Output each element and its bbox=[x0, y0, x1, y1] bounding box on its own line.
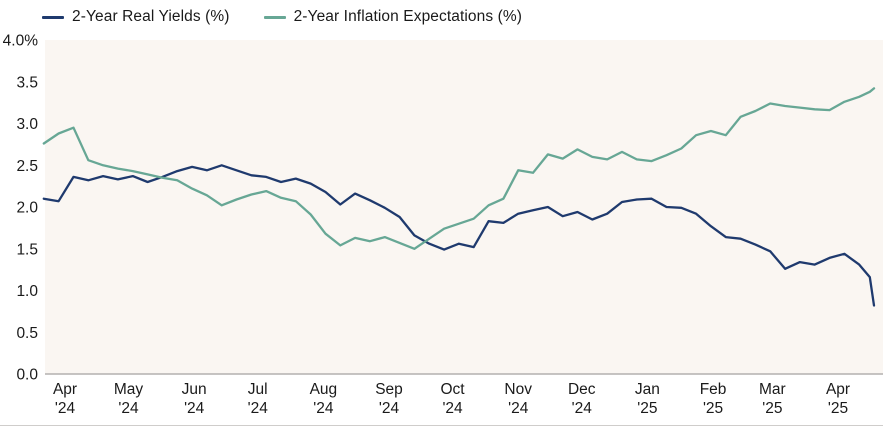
y-tick-label: 2.5 bbox=[16, 158, 38, 175]
x-tick-label: '24 bbox=[442, 400, 463, 417]
x-tick-label: '24 bbox=[184, 400, 205, 417]
y-tick-label: 1.5 bbox=[16, 241, 38, 258]
x-tick-label: Aug bbox=[310, 381, 338, 398]
x-tick-label: Oct bbox=[440, 381, 465, 398]
x-tick-label: '24 bbox=[508, 400, 529, 417]
x-tick-label: '24 bbox=[313, 400, 334, 417]
x-tick-label: '24 bbox=[55, 400, 76, 417]
series-line-real-yields bbox=[42, 164, 876, 307]
x-tick-label: Jul bbox=[248, 381, 268, 398]
legend-label-real-yields: 2-Year Real Yields (%) bbox=[72, 8, 230, 25]
y-tick-label: 0.0 bbox=[16, 367, 38, 384]
legend-label-inflation-expectations: 2-Year Inflation Expectations (%) bbox=[293, 8, 523, 25]
x-tick-label: '24 bbox=[248, 400, 269, 417]
x-tick-label: Mar bbox=[759, 381, 786, 398]
x-tick-label: Dec bbox=[568, 381, 596, 398]
x-tick-label: '25 bbox=[703, 400, 723, 417]
x-tick-label: Feb bbox=[700, 381, 727, 398]
y-tick-label: 0.5 bbox=[16, 325, 38, 342]
x-tick-label: May bbox=[114, 381, 144, 398]
x-tick-label: Jan bbox=[635, 381, 660, 398]
x-tick-label: Sep bbox=[375, 381, 403, 398]
plot-background bbox=[45, 40, 883, 374]
series-line-inflation-expectations bbox=[42, 87, 876, 250]
y-tick-label: 2.0 bbox=[16, 200, 38, 217]
x-tick-label: '25 bbox=[762, 400, 782, 417]
x-tick-label: '25 bbox=[637, 400, 657, 417]
x-tick-label: '24 bbox=[379, 400, 400, 417]
legend-line-swatch-teal bbox=[263, 15, 286, 19]
x-axis: Apr '24 May '24 Jun '24 Jul '24 Aug '24 Sep '24 Oct '… bbox=[53, 381, 850, 417]
x-tick-label: '25 bbox=[828, 400, 848, 417]
y-tick-label: 1.0 bbox=[16, 283, 38, 300]
y-tick-label: 3.5 bbox=[16, 74, 38, 91]
data-series-lines bbox=[42, 87, 876, 307]
chart-legend: 2-Year Real Yields (%) 2-Year Inflation … bbox=[42, 8, 522, 26]
y-tick-label: 3.0 bbox=[16, 116, 38, 133]
y-axis: 4.0% 3.5 3.0 2.5 2.0 1.5 1.0 0.5 0.0 bbox=[3, 33, 39, 384]
legend-item-real-yields: 2-Year Real Yields (%) bbox=[42, 8, 230, 26]
x-tick-label: Nov bbox=[504, 381, 532, 398]
x-tick-label: Apr bbox=[53, 381, 77, 398]
legend-line-swatch-navy bbox=[42, 15, 64, 19]
legend-item-inflation-expectations: 2-Year Inflation Expectations (%) bbox=[263, 8, 523, 26]
x-tick-label: '24 bbox=[572, 400, 593, 417]
x-tick-label: Apr bbox=[826, 381, 850, 398]
y-tick-label: 4.0% bbox=[3, 33, 39, 50]
x-tick-label: Jun bbox=[182, 381, 207, 398]
x-tick-label: '24 bbox=[118, 400, 139, 417]
